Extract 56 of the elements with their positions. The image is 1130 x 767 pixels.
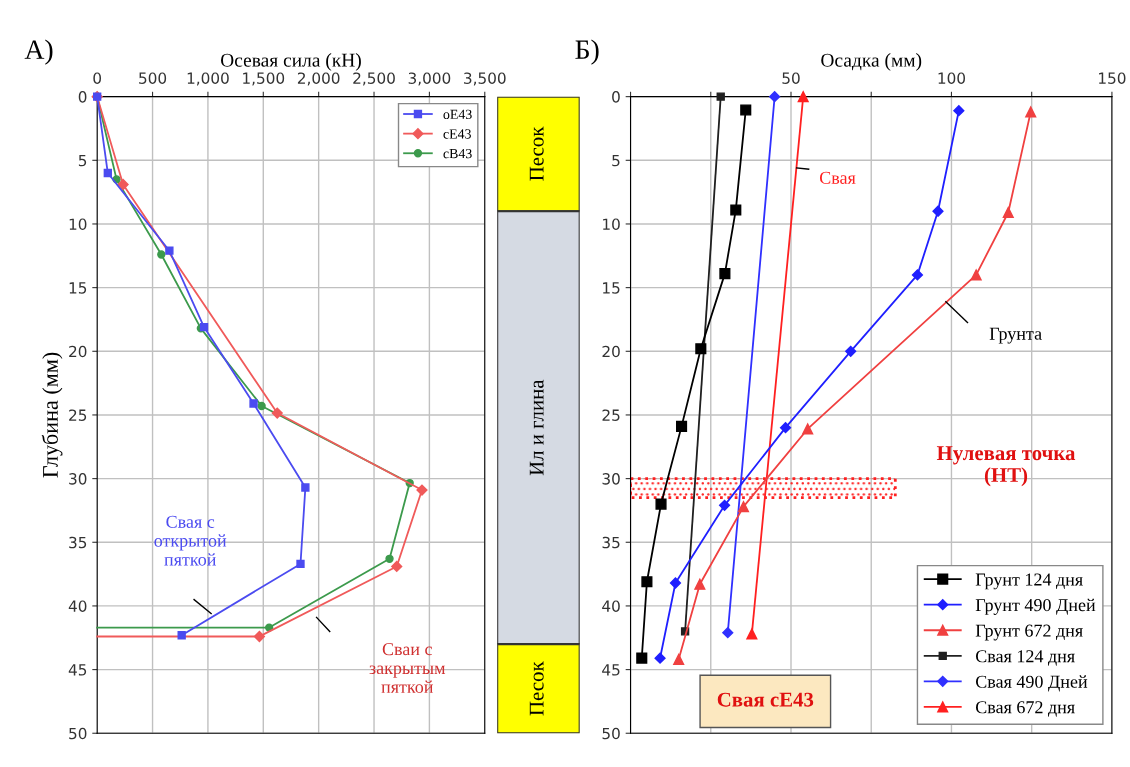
- y-tick-label: 20: [602, 345, 620, 358]
- text: Б): [575, 39, 599, 65]
- x-tick-label: 100: [938, 72, 966, 84]
- legend-label: Грунт 124 дня: [975, 573, 1083, 590]
- annotation: Свая: [819, 171, 856, 184]
- x-tick-label: 3,000: [408, 72, 451, 86]
- y-tick-label: 15: [603, 282, 620, 294]
- x-tick-label: 0: [93, 72, 102, 84]
- y-tick-label: 20: [69, 345, 87, 358]
- y-tick-label: 50: [69, 727, 87, 740]
- annotation: Сваи с закрытым пяткой: [369, 643, 446, 693]
- y-tick-label: 0: [78, 91, 87, 103]
- y-tick-label: 50: [602, 727, 620, 740]
- x-tick-label: 3,500: [464, 72, 506, 86]
- y-tick-label: 5: [612, 154, 620, 167]
- y-tick-label: 25: [69, 409, 87, 421]
- y-tick-label: 5: [78, 154, 87, 167]
- legend-label: cE43: [443, 129, 471, 139]
- annotation: Грунта: [989, 327, 1042, 344]
- text: А): [24, 39, 53, 65]
- y-tick-label: 35: [602, 536, 620, 549]
- legend-label: cB43: [443, 148, 472, 159]
- y-tick-label: 40: [68, 600, 87, 612]
- legend-label: Свая 490 Дней: [975, 675, 1088, 692]
- x-axis-title: Осадка (мм): [821, 53, 922, 71]
- y-tick-label: 30: [69, 473, 87, 485]
- x-tick-label: 150: [1099, 72, 1126, 84]
- y-tick-label: 45: [602, 664, 620, 676]
- y-tick-label: 45: [68, 664, 87, 676]
- y-tick-label: 0: [612, 91, 620, 103]
- text: Песок: [529, 661, 544, 716]
- text: Песок: [529, 126, 544, 181]
- legend-label: Грунт 490 Дней: [975, 598, 1096, 615]
- y-tick-label: 10: [69, 218, 87, 230]
- legend-label: Грунт 672 дня: [975, 624, 1083, 641]
- legend-label: oE43: [443, 109, 472, 119]
- x-tick-label: 1,500: [243, 72, 285, 86]
- annotation: Нулевая точка (НТ): [936, 446, 1076, 487]
- x-tick-label: 1,000: [187, 72, 229, 86]
- y-axis-title: Глубина (мм): [41, 352, 63, 478]
- x-tick-label: 2,000: [297, 72, 340, 86]
- x-tick-label: 50: [782, 72, 800, 84]
- y-tick-label: 30: [602, 473, 620, 485]
- legend-label: Свая 124 дня: [975, 650, 1075, 666]
- y-tick-label: 40: [602, 600, 620, 612]
- y-tick-label: 35: [69, 536, 87, 549]
- x-axis-title: Осевая сила (кН): [220, 53, 361, 71]
- y-tick-label: 25: [602, 409, 620, 421]
- legend-label: Свая 672 дня: [975, 701, 1075, 717]
- annotation: Свая cE43: [717, 692, 814, 707]
- text: Ил и глина: [529, 379, 544, 476]
- x-tick-label: 500: [139, 72, 167, 84]
- x-tick-label: 2,500: [353, 72, 395, 86]
- y-tick-label: 15: [69, 282, 87, 294]
- y-tick-label: 10: [603, 218, 620, 230]
- annotation: Свая с открытой пяткой: [154, 515, 227, 566]
